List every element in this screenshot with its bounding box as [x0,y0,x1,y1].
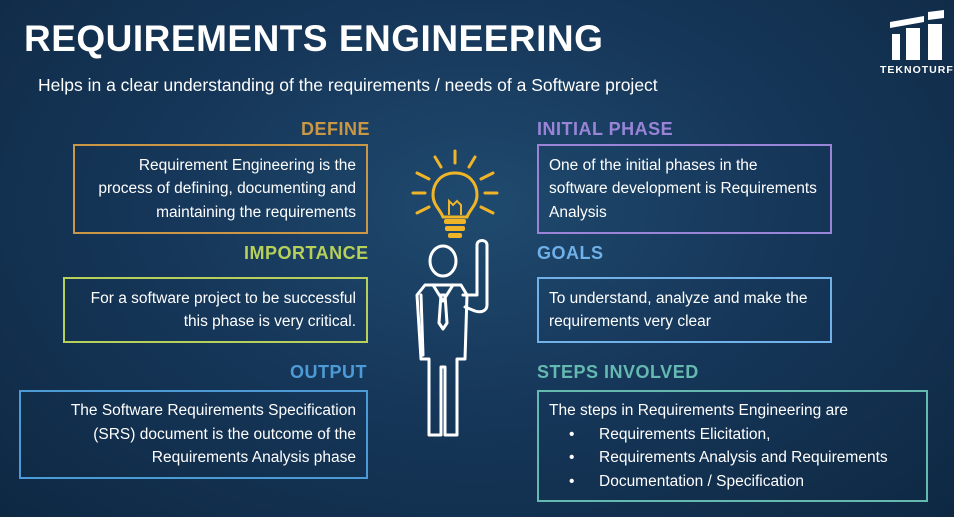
step-label: Requirements Analysis and Requirements [599,449,888,466]
bullet-icon: • [569,449,575,466]
output-box: The Software Requirements Specification … [19,390,368,479]
teknoturf-logo-icon [890,10,944,60]
importance-box: For a software project to be successful … [63,277,368,343]
steps-box: The steps in Requirements Engineering ar… [537,390,928,502]
list-item: • Requirements Elicitation, [549,423,916,447]
step-label: Documentation / Specification [599,472,805,490]
list-item: • Documentation / Specification [549,470,916,494]
steps-list: • Requirements Elicitation, • Requirements… [549,423,916,494]
bullet-icon: • [569,472,575,490]
initial-phase-heading: INITIAL PHASE [537,119,674,139]
goals-box: To understand, analyze and make the requ… [537,277,832,343]
step-label: Requirements Elicitation, [599,425,771,443]
page-subtitle: Helps in a clear understanding of the re… [38,75,658,95]
goals-heading: GOALS [537,243,604,263]
goals-text: To understand, analyze and make the requ… [549,289,808,331]
person-pointing-up-icon [415,239,489,437]
importance-text: For a software project to be successful … [90,289,356,331]
output-heading: OUTPUT [290,362,367,382]
output-text: The Software Requirements Specification … [70,402,356,467]
initial-phase-text: One of the initial phases in the softwar… [549,156,817,221]
steps-intro: The steps in Requirements Engineering ar… [549,402,848,419]
bullet-icon: • [569,425,575,443]
logo-text: TEKNOTURF [880,64,954,76]
define-heading: DEFINE [301,119,371,139]
define-box: Requirement Engineering is the process o… [73,144,368,234]
lightbulb-icon [411,149,499,238]
steps-heading: STEPS INVOLVED [537,362,699,382]
importance-heading: IMPORTANCE [244,243,369,263]
page-title: REQUIREMENTS ENGINEERING [24,18,604,59]
define-text: Requirement Engineering is the process o… [98,156,356,221]
center-illustration [411,149,499,437]
initial-phase-box: One of the initial phases in the softwar… [537,144,832,234]
list-item: • Requirements Analysis and Requirements [549,446,916,470]
